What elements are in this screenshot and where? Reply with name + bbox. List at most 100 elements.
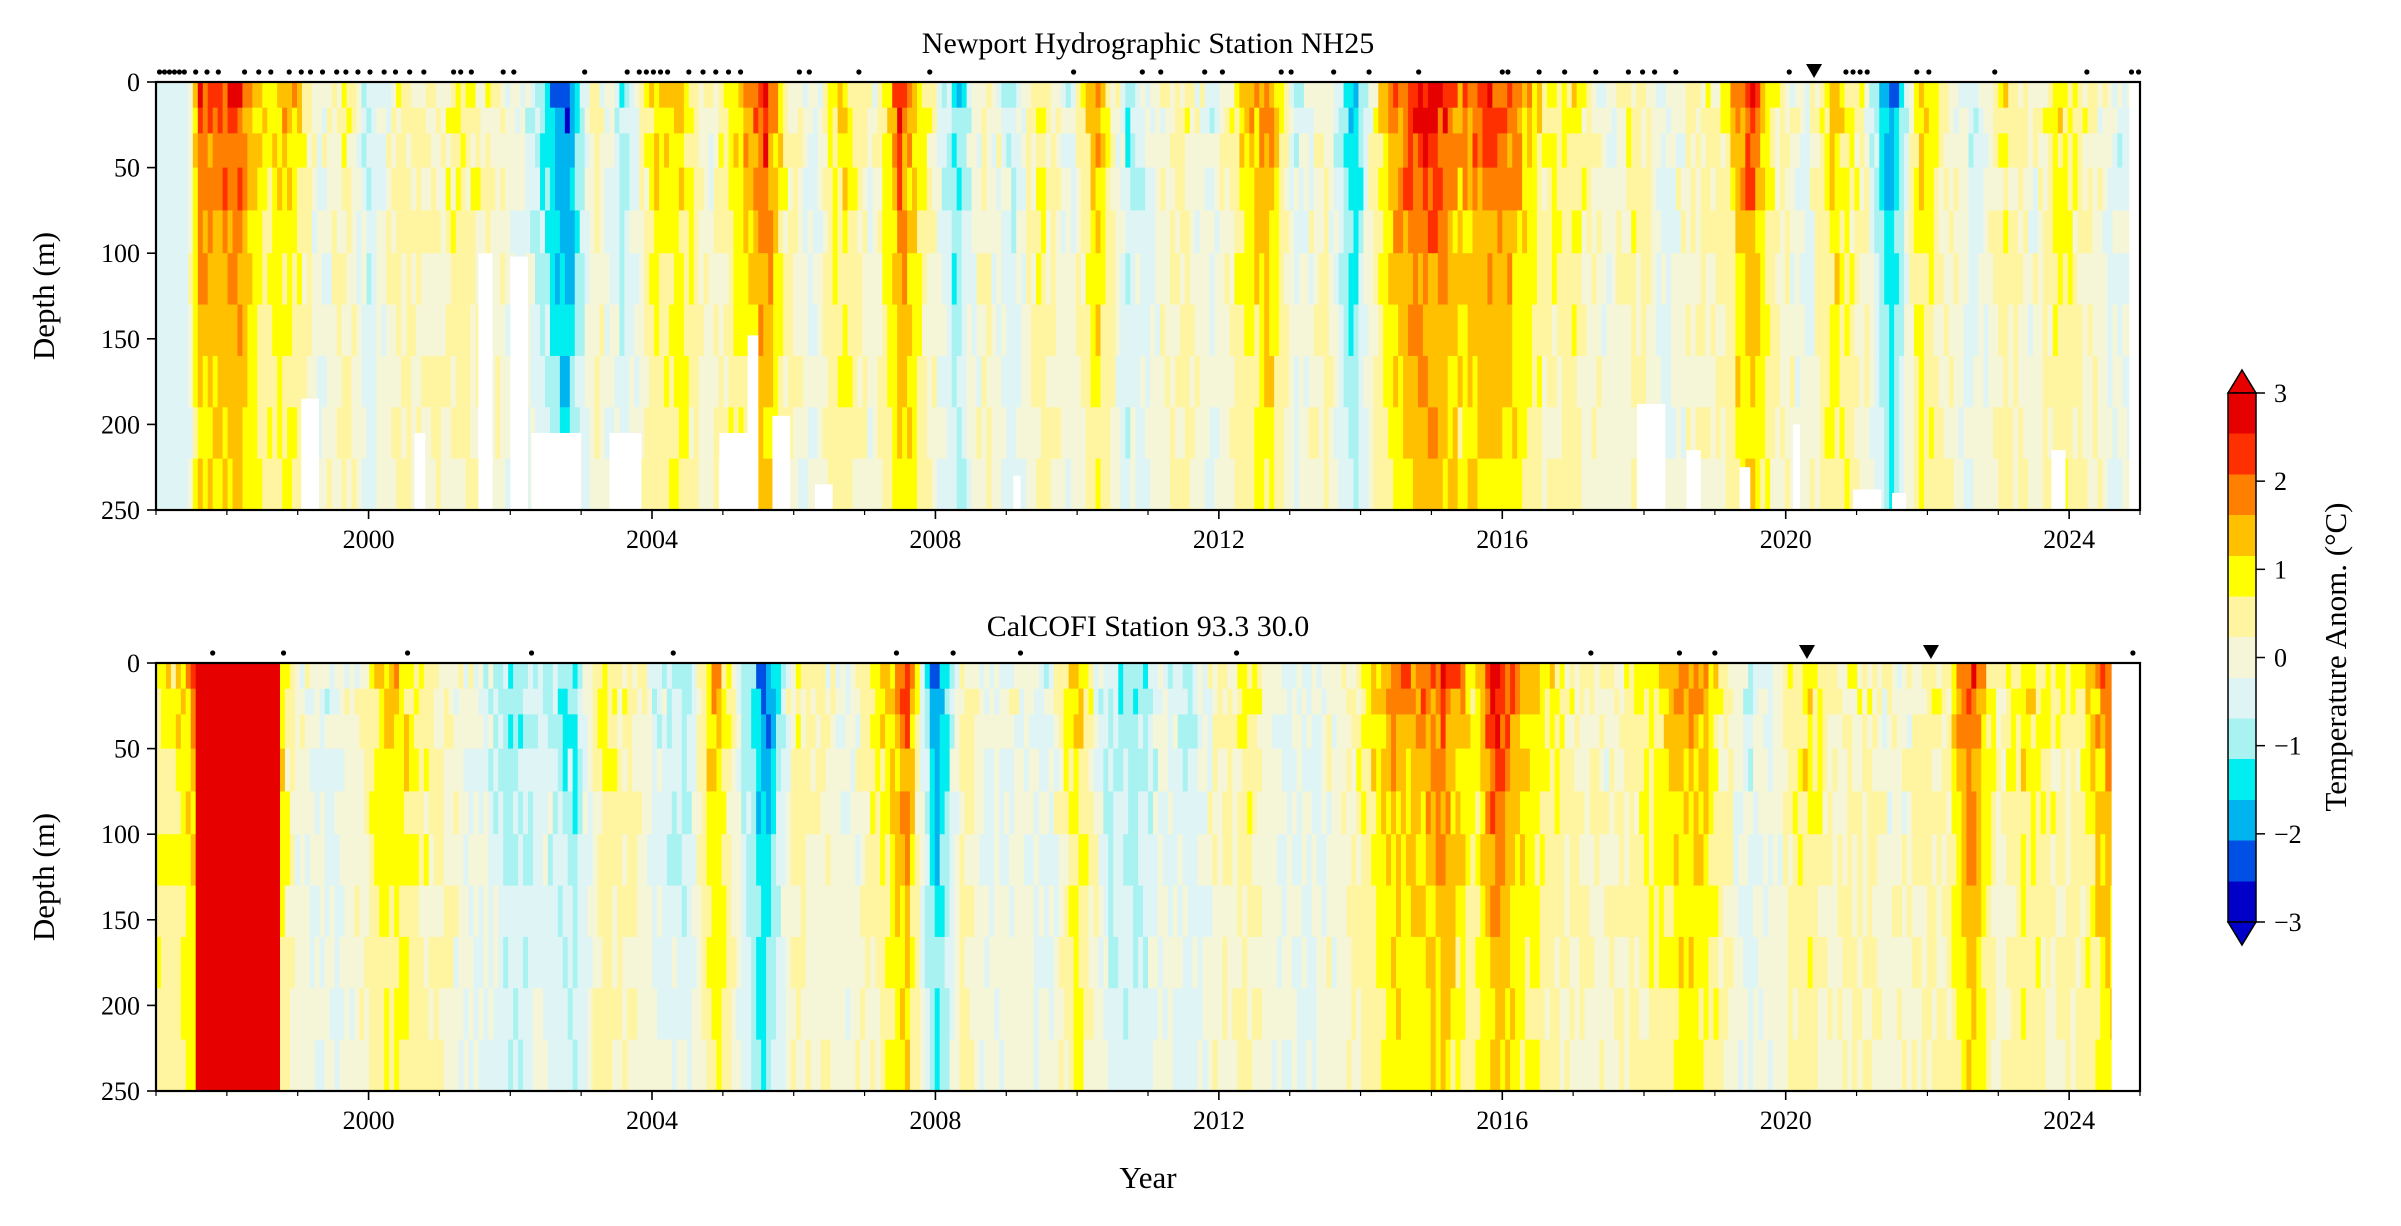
heatmap-cell: [1427, 167, 1434, 211]
heatmap-cell: [569, 355, 576, 408]
heatmap-cell: [703, 107, 710, 134]
heatmap-cell: [282, 253, 288, 306]
heatmap-cell: [966, 133, 973, 169]
heatmap-cell: [463, 688, 470, 715]
heatmap-cell: [1923, 107, 1930, 134]
heatmap-cell: [1750, 82, 1756, 109]
heatmap-cell: [1328, 167, 1335, 211]
heatmap-cell: [1918, 82, 1925, 109]
heatmap-cell: [1408, 355, 1414, 408]
heatmap-cell: [1665, 253, 1672, 306]
heatmap-cell: [369, 936, 375, 989]
heatmap-cell: [1909, 133, 1915, 169]
heatmap-cell: [907, 355, 913, 408]
heatmap-cell: [549, 355, 556, 408]
heatmap-cell: [1408, 82, 1414, 109]
heatmap-cell: [1998, 107, 2004, 134]
heatmap-cell: [659, 133, 665, 169]
heatmap-cell: [185, 748, 192, 792]
heatmap-cell: [688, 458, 695, 510]
heatmap-cell: [1338, 82, 1345, 109]
heatmap-cell: [1011, 82, 1017, 109]
heatmap-cell: [1348, 210, 1355, 254]
heatmap-cell: [991, 82, 997, 109]
heatmap-cell: [1204, 304, 1211, 357]
heatmap-cell: [344, 688, 351, 715]
heatmap-cell: [877, 133, 883, 169]
heatmap-cell: [669, 133, 675, 169]
heatmap-cell: [1150, 304, 1156, 357]
heatmap-cell: [1338, 253, 1345, 306]
heatmap-cell: [1556, 458, 1563, 510]
heatmap-cell: [1889, 107, 1895, 134]
heatmap-cell: [334, 714, 341, 750]
heatmap-cell: [1586, 355, 1593, 408]
heatmap-cell: [505, 253, 511, 306]
heatmap-cell: [428, 988, 435, 1041]
heatmap-cell: [1651, 133, 1657, 169]
heatmap-cell: [1055, 107, 1062, 134]
heatmap-cell: [195, 714, 202, 750]
heatmap-cell: [837, 253, 844, 306]
heatmap-cell: [252, 253, 258, 306]
heatmap-cell: [210, 688, 217, 715]
heatmap-cell: [698, 407, 705, 460]
heatmap-cell: [1591, 167, 1598, 211]
heatmap-cell: [205, 936, 212, 989]
heatmap-cell: [698, 458, 705, 510]
heatmap-cell: [552, 988, 559, 1041]
heatmap-cell: [1884, 407, 1890, 460]
heatmap-cell: [1259, 355, 1265, 408]
heatmap-cell: [847, 107, 854, 134]
heatmap-cell: [299, 688, 306, 715]
heatmap-cell: [2047, 167, 2054, 211]
heatmap-cell: [433, 834, 440, 887]
heatmap-cell: [1626, 355, 1632, 408]
heatmap-cell: [1140, 407, 1146, 460]
heatmap-cell: [180, 688, 187, 715]
sample-marker: [298, 69, 304, 75]
heatmap-cell: [2028, 407, 2034, 460]
heatmap-cell: [1284, 304, 1290, 357]
heatmap-cell: [1016, 107, 1022, 134]
heatmap-cell: [1150, 107, 1156, 134]
heatmap-cell: [1328, 355, 1335, 408]
heatmap-cell: [629, 253, 635, 306]
heatmap-cell: [1408, 304, 1414, 357]
heatmap-cell: [1537, 304, 1543, 357]
heatmap-cell: [693, 82, 700, 109]
heatmap-cell: [1393, 133, 1399, 169]
heatmap-cell: [428, 748, 435, 792]
heatmap-cell: [1090, 304, 1097, 357]
heatmap-cell: [1085, 253, 1092, 306]
heatmap-cell: [1993, 167, 1999, 211]
sample-marker: [737, 69, 744, 75]
heatmap-cell: [574, 304, 581, 357]
heatmap-cell: [240, 791, 246, 835]
heatmap-cell: [1160, 304, 1166, 357]
heatmap-cell: [433, 988, 440, 1041]
heatmap-cell: [1417, 82, 1424, 109]
heatmap-cell: [508, 834, 514, 887]
heatmap-cell: [604, 210, 611, 254]
heatmap-cell: [1378, 355, 1384, 408]
heatmap-cell: [2023, 407, 2029, 460]
heatmap-cell: [1447, 167, 1454, 211]
heatmap-cell: [1140, 82, 1146, 109]
heatmap-cell: [1958, 133, 1965, 169]
heatmap-cell: [1318, 407, 1325, 460]
heatmap-cell: [951, 304, 958, 357]
heatmap-cell: [207, 304, 214, 357]
heatmap-cell: [594, 107, 601, 134]
heatmap-cell: [366, 82, 373, 109]
heatmap-cell: [1204, 253, 1211, 306]
heatmap-cell: [1611, 304, 1617, 357]
heatmap-cell: [374, 714, 380, 750]
heatmap-cell: [1417, 458, 1424, 510]
heatmap-cell: [688, 407, 695, 460]
heatmap-cell: [515, 210, 521, 254]
heatmap-cell: [1740, 167, 1746, 211]
heatmap-cell: [956, 458, 963, 510]
heatmap-cell: [381, 82, 387, 109]
heatmap-cell: [1169, 82, 1176, 109]
